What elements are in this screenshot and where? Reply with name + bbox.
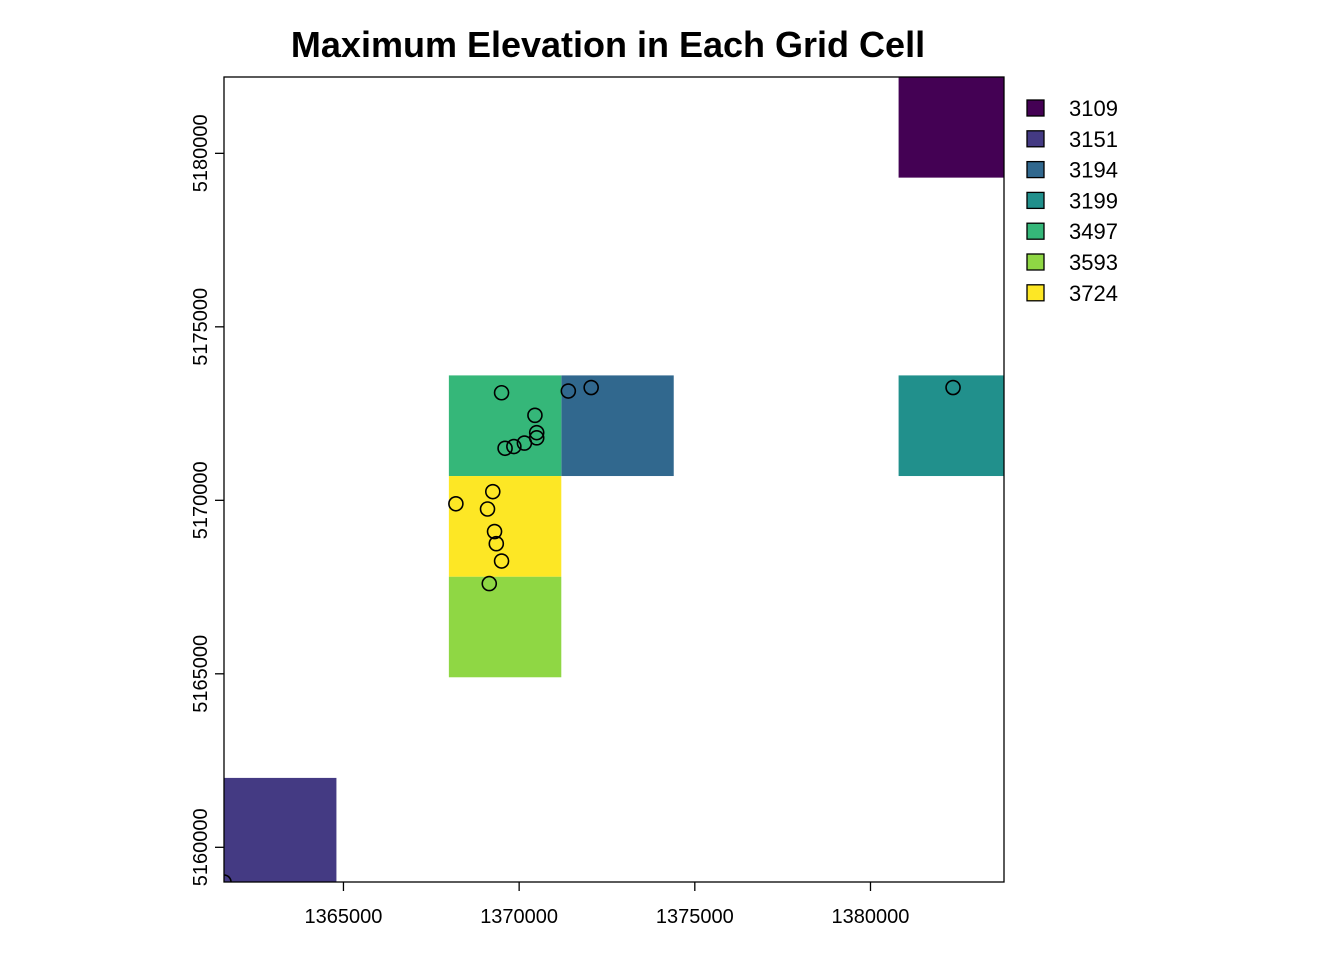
sample-point [493, 553, 510, 569]
legend-swatch [1026, 222, 1045, 240]
grid-cell-3109 [898, 77, 1004, 178]
sample-point [583, 379, 599, 396]
plot-frame [223, 76, 1005, 883]
legend-swatch [1026, 160, 1045, 179]
sample-point [493, 384, 510, 401]
x-tick-label: 1375000 [656, 906, 734, 928]
legend-label: 3109 [1069, 96, 1118, 121]
y-axis: 5160000 5165000 5170000 5175000 5180000 [190, 114, 224, 886]
y-tick-label: 5160000 [190, 808, 212, 886]
grid-cell-3199 [898, 375, 1004, 477]
sample-points [224, 379, 961, 882]
x-axis: 1365000 1370000 1375000 1380000 [305, 882, 910, 928]
legend-label: 3724 [1069, 281, 1118, 306]
legend-label: 3497 [1069, 219, 1118, 244]
legend-label: 3151 [1069, 127, 1118, 152]
sample-point [528, 424, 545, 441]
grid-cells [224, 77, 1004, 882]
sample-point [448, 495, 464, 512]
sample-point [488, 535, 505, 552]
y-tick-label: 5165000 [190, 635, 212, 713]
legend-label: 3194 [1069, 158, 1118, 183]
sample-point [481, 575, 498, 592]
legend-swatch [1026, 284, 1045, 302]
sample-point [945, 379, 961, 396]
sample-point [516, 435, 533, 451]
x-tick-label: 1370000 [480, 906, 558, 928]
grid-cell-3151 [224, 777, 337, 882]
legend-swatch [1026, 99, 1045, 117]
sample-point [486, 523, 503, 540]
grid-cell-3724 [448, 476, 562, 577]
legend: 3109 3151 3194 3199 3497 3593 3724 [1026, 96, 1118, 306]
grid-cell-3593 [448, 576, 562, 678]
legend-swatch [1026, 191, 1045, 210]
chart-title: Maximum Elevation in Each Grid Cell [291, 24, 925, 65]
sample-point [560, 383, 577, 399]
sample-point [506, 438, 522, 455]
y-tick-label: 5180000 [190, 114, 212, 192]
y-tick-label: 5170000 [190, 461, 212, 539]
legend-swatch [1026, 253, 1045, 271]
grid-cell-3194 [561, 375, 674, 477]
y-tick-label: 5175000 [190, 288, 212, 366]
legend-label: 3593 [1069, 250, 1118, 275]
sample-point [484, 483, 501, 500]
x-tick-label: 1365000 [305, 906, 383, 928]
sample-point [527, 407, 543, 424]
legend-label: 3199 [1069, 188, 1118, 213]
x-tick-label: 1380000 [832, 906, 910, 928]
legend-swatch [1026, 130, 1045, 148]
grid-cell-3497 [448, 375, 562, 477]
sample-point [479, 501, 496, 517]
sample-point [497, 440, 513, 457]
